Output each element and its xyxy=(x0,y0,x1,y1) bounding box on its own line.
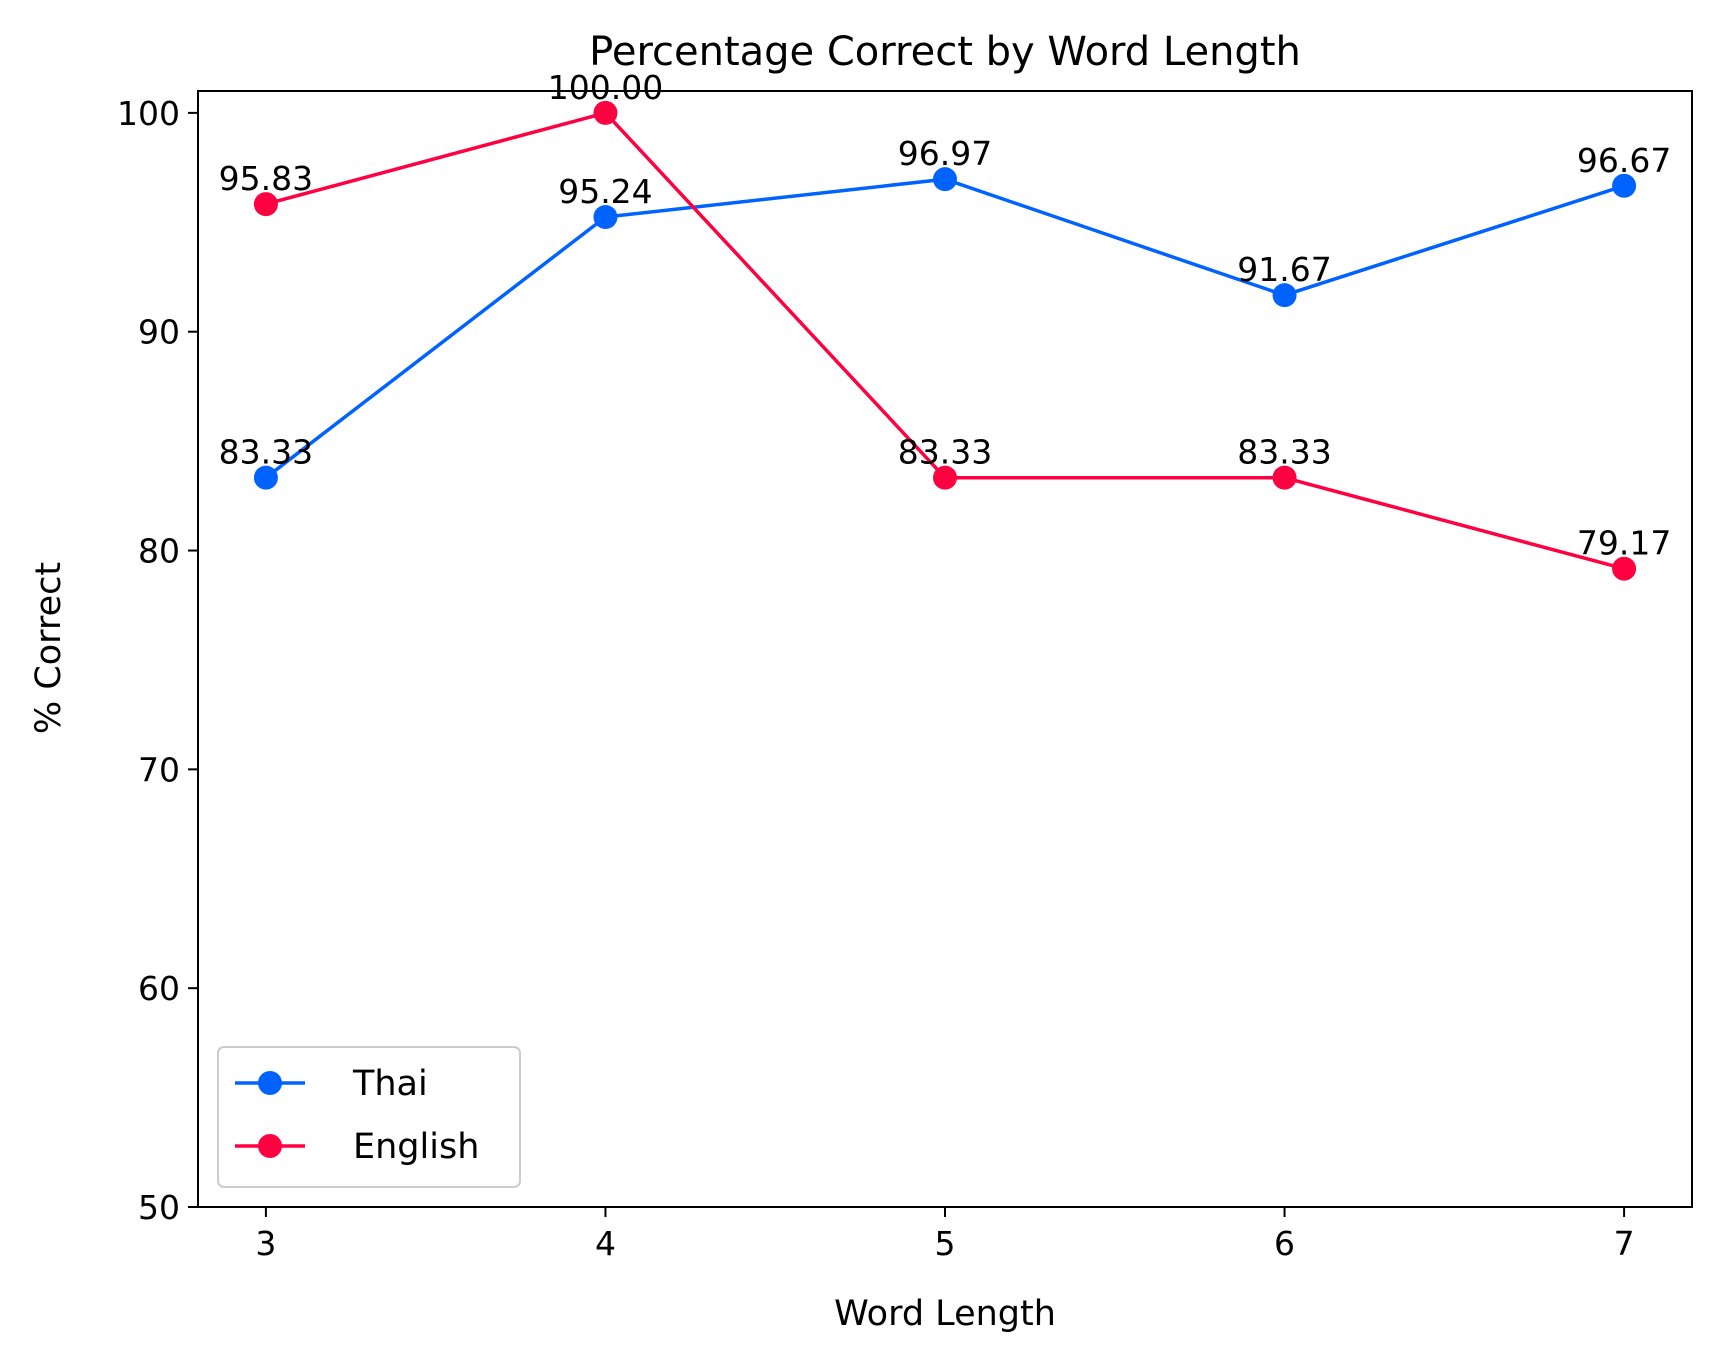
legend-label-thai: Thai xyxy=(352,1064,428,1104)
y-tick-label-50: 50 xyxy=(138,1188,180,1227)
y-tick-label-100: 100 xyxy=(117,94,180,133)
legend: Thai English xyxy=(217,1046,521,1188)
data-label-thai-6: 91.67 xyxy=(1237,250,1331,289)
data-point-thai-3 xyxy=(253,465,278,490)
data-point-english-4 xyxy=(593,100,618,125)
x-tick-label-7: 7 xyxy=(1614,1224,1635,1263)
data-label-english-3: 95.83 xyxy=(219,159,313,198)
data-label-english-4: 100.00 xyxy=(548,68,663,107)
y-tick-label-90: 90 xyxy=(138,313,180,352)
data-point-english-6 xyxy=(1272,465,1297,490)
plot-area: 3 4 5 6 7 50 60 70 80 90 100 83.33 95.24 96.97 91.67 96… xyxy=(117,68,1693,1263)
y-axis-label: % Correct xyxy=(29,562,69,734)
x-tick-label-4: 4 xyxy=(595,1224,616,1263)
data-label-english-7: 79.17 xyxy=(1577,524,1671,563)
data-point-english-5 xyxy=(933,465,957,490)
legend-marker-english xyxy=(258,1134,282,1158)
data-label-thai-4: 95.24 xyxy=(558,172,652,211)
legend-marker-thai xyxy=(258,1071,282,1095)
y-tick-label-60: 60 xyxy=(138,969,180,1008)
data-point-thai-7 xyxy=(1612,173,1637,198)
data-label-english-5: 83.33 xyxy=(898,433,992,472)
x-tick-label-3: 3 xyxy=(255,1224,276,1263)
y-tick-label-80: 80 xyxy=(138,532,180,571)
data-point-thai-6 xyxy=(1272,283,1297,308)
data-label-thai-3: 83.33 xyxy=(219,433,313,472)
data-point-thai-4 xyxy=(593,205,618,230)
chart-title: Percentage Correct by Word Length xyxy=(589,29,1301,75)
x-tick-label-5: 5 xyxy=(935,1224,956,1263)
legend-label-english: English xyxy=(353,1127,479,1167)
data-point-english-3 xyxy=(253,192,278,217)
data-label-thai-5: 96.97 xyxy=(898,134,992,173)
data-label-thai-7: 96.67 xyxy=(1577,141,1671,180)
data-point-thai-5 xyxy=(933,167,957,192)
data-point-english-7 xyxy=(1612,556,1637,581)
x-tick-label-6: 6 xyxy=(1274,1224,1295,1263)
data-label-english-6: 83.33 xyxy=(1237,433,1331,472)
y-tick-label-70: 70 xyxy=(138,750,180,789)
x-axis-label: Word Length xyxy=(834,1294,1056,1334)
